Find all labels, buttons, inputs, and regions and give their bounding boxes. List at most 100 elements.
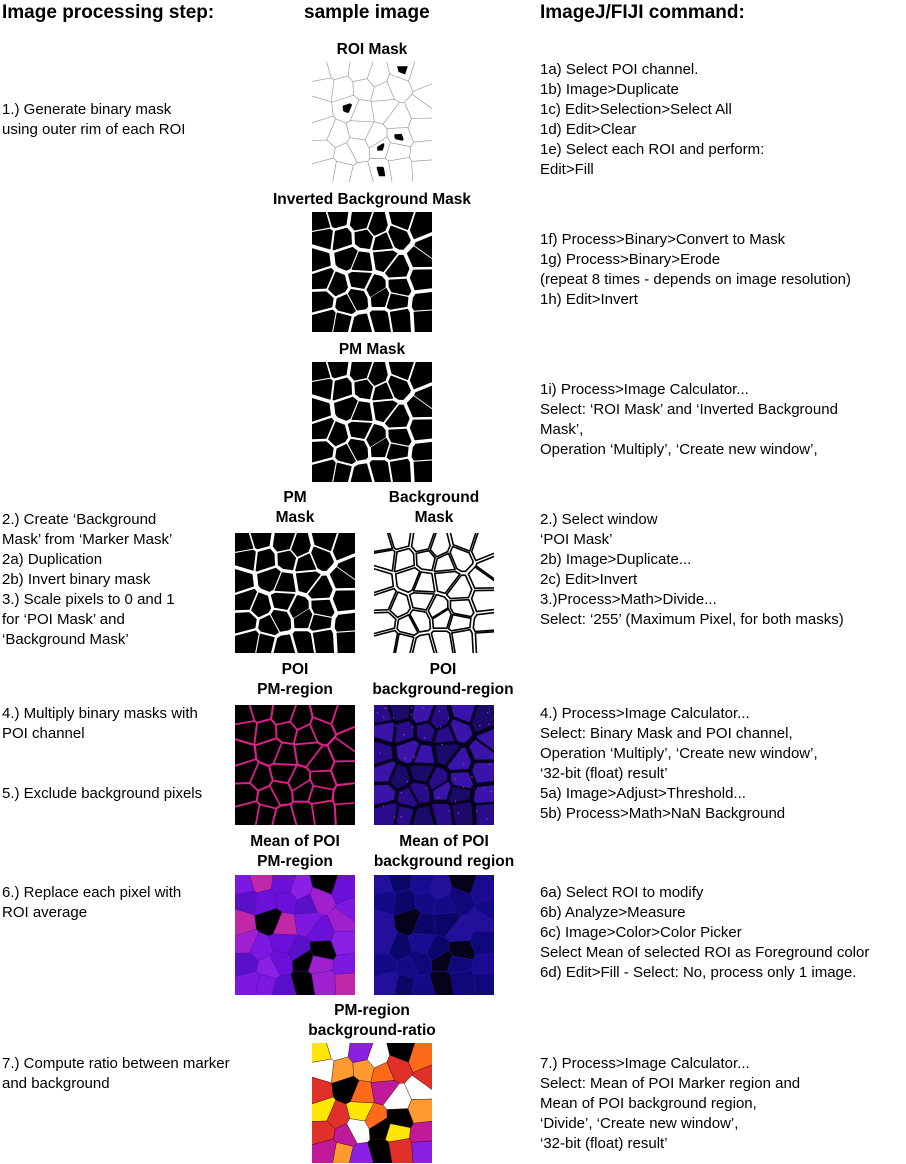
cell-shape xyxy=(395,739,420,765)
cell-shape xyxy=(312,362,331,381)
text-line: Mask xyxy=(275,509,315,526)
cell-shape xyxy=(235,630,259,653)
text-line: 4.) Multiply binary masks with xyxy=(2,705,198,722)
cell-shape xyxy=(374,587,398,612)
text-line: Edit>Fill xyxy=(540,161,594,178)
speckle xyxy=(410,714,413,716)
speckle xyxy=(476,810,478,812)
speckle xyxy=(457,812,460,814)
cell-shape xyxy=(414,235,432,259)
cell-shape xyxy=(370,287,390,307)
speckle xyxy=(392,717,395,719)
text-line: Mask’, xyxy=(540,421,584,438)
speckle xyxy=(447,717,450,719)
text-line: using outer rim of each ROI xyxy=(2,121,186,138)
text-line: POI xyxy=(429,661,457,678)
cell-shape xyxy=(311,970,337,995)
cell-shape xyxy=(474,630,494,653)
cell-shape xyxy=(388,362,414,381)
speckle xyxy=(404,757,407,759)
mean-poi-background-region-image xyxy=(374,875,494,995)
cell-shape xyxy=(430,630,454,653)
text-line: 2.) Create ‘Background xyxy=(2,511,157,528)
cell-shape xyxy=(450,705,477,724)
cell-shape xyxy=(291,533,311,557)
cell-shape xyxy=(334,396,358,421)
cell-shape xyxy=(388,278,412,296)
cell-shape xyxy=(388,157,414,182)
text-line: PM-region xyxy=(257,681,333,698)
cell-shape xyxy=(368,212,388,236)
command-6: 6a) Select ROI to modify 6b) Analyze>Meas… xyxy=(540,883,869,983)
cell-shape xyxy=(312,212,331,231)
cell-shape xyxy=(257,567,281,592)
cell-shape xyxy=(235,720,258,746)
text-line: Mean of POI xyxy=(250,833,340,850)
cell-shape xyxy=(349,362,373,381)
caption-roi-mask: ROI Mask xyxy=(336,41,408,58)
cell-shape xyxy=(250,533,272,550)
cell-shape xyxy=(337,556,355,580)
text-line: 6d) Edit>Fill - Select: No, process only… xyxy=(540,964,857,981)
cell-shape xyxy=(312,417,334,440)
cell-shape xyxy=(406,396,432,418)
cell-shape xyxy=(403,93,432,119)
cell-shape xyxy=(272,533,296,552)
step-1-text: 1.) Generate binary mask using outer rim … xyxy=(2,100,185,140)
text-line: 2a) Duplication xyxy=(2,551,103,568)
cell-shape xyxy=(393,547,416,573)
speckle xyxy=(410,707,413,709)
speckle xyxy=(376,712,378,714)
cell-shape xyxy=(470,589,494,613)
cell-shape xyxy=(411,1140,432,1163)
text-line: ‘32-bit (float) result’ xyxy=(540,1135,668,1152)
command-1i: 1i) Process>Image Calculator... Select: ‘… xyxy=(540,380,838,460)
cell-shape xyxy=(409,781,431,805)
cell-shape xyxy=(369,460,391,482)
cell-shape xyxy=(336,631,355,653)
cell-shape xyxy=(374,740,394,765)
text-line: ROI average xyxy=(2,904,88,921)
cell-shape xyxy=(475,803,494,825)
speckle xyxy=(487,711,489,714)
cell-shape xyxy=(332,227,352,251)
cell-shape xyxy=(409,269,432,291)
cell-shape xyxy=(467,566,494,590)
cell-shape xyxy=(312,459,336,482)
text-line: 2.) Select window xyxy=(540,511,658,528)
cell-shape xyxy=(471,705,494,733)
speckle xyxy=(483,787,485,789)
cell-shape xyxy=(312,248,331,272)
inverted-background-mask-image xyxy=(312,212,432,332)
cell-shape xyxy=(334,612,355,632)
cell-shape xyxy=(386,443,409,460)
cell-shape xyxy=(350,313,373,332)
cell-shape xyxy=(292,631,314,653)
step-4-text: 4.) Multiply binary masks with POI channe… xyxy=(2,704,198,744)
command-1: 1a) Select POI channel. 1b) Image>Duplica… xyxy=(540,60,764,180)
text-line: 1b) Image>Duplicate xyxy=(540,81,679,98)
text-line: ‘Background Mask’ xyxy=(2,631,129,648)
cell-shape xyxy=(256,633,275,653)
text-line: 1e) Select each ROI and perform: xyxy=(540,141,765,158)
text-line: 1g) Process>Binary>Erode xyxy=(540,251,721,268)
text-line: 2c) Edit>Invert xyxy=(540,571,638,588)
pm-background-ratio-image xyxy=(312,1043,432,1163)
speckle xyxy=(379,752,381,755)
speckle xyxy=(383,716,385,718)
cell-shape xyxy=(354,229,374,250)
cell-shape xyxy=(449,598,475,618)
cell-shape xyxy=(473,784,494,804)
cell-shape xyxy=(328,421,349,447)
cell-shape xyxy=(388,375,411,400)
cell-shape xyxy=(394,133,404,141)
cell-shape xyxy=(468,738,494,761)
caption-inverted-background-mask: Inverted Background Mask xyxy=(272,191,472,208)
text-line: Mean of POI background region, xyxy=(540,1095,757,1112)
speckle xyxy=(423,737,426,739)
text-line: 6.) Replace each pixel with xyxy=(2,884,182,901)
cell-shape xyxy=(470,533,494,562)
cell-shape xyxy=(366,424,386,447)
caption-mean-poi-background-region: Mean of POI background region xyxy=(364,832,524,872)
cell-shape xyxy=(448,786,472,804)
